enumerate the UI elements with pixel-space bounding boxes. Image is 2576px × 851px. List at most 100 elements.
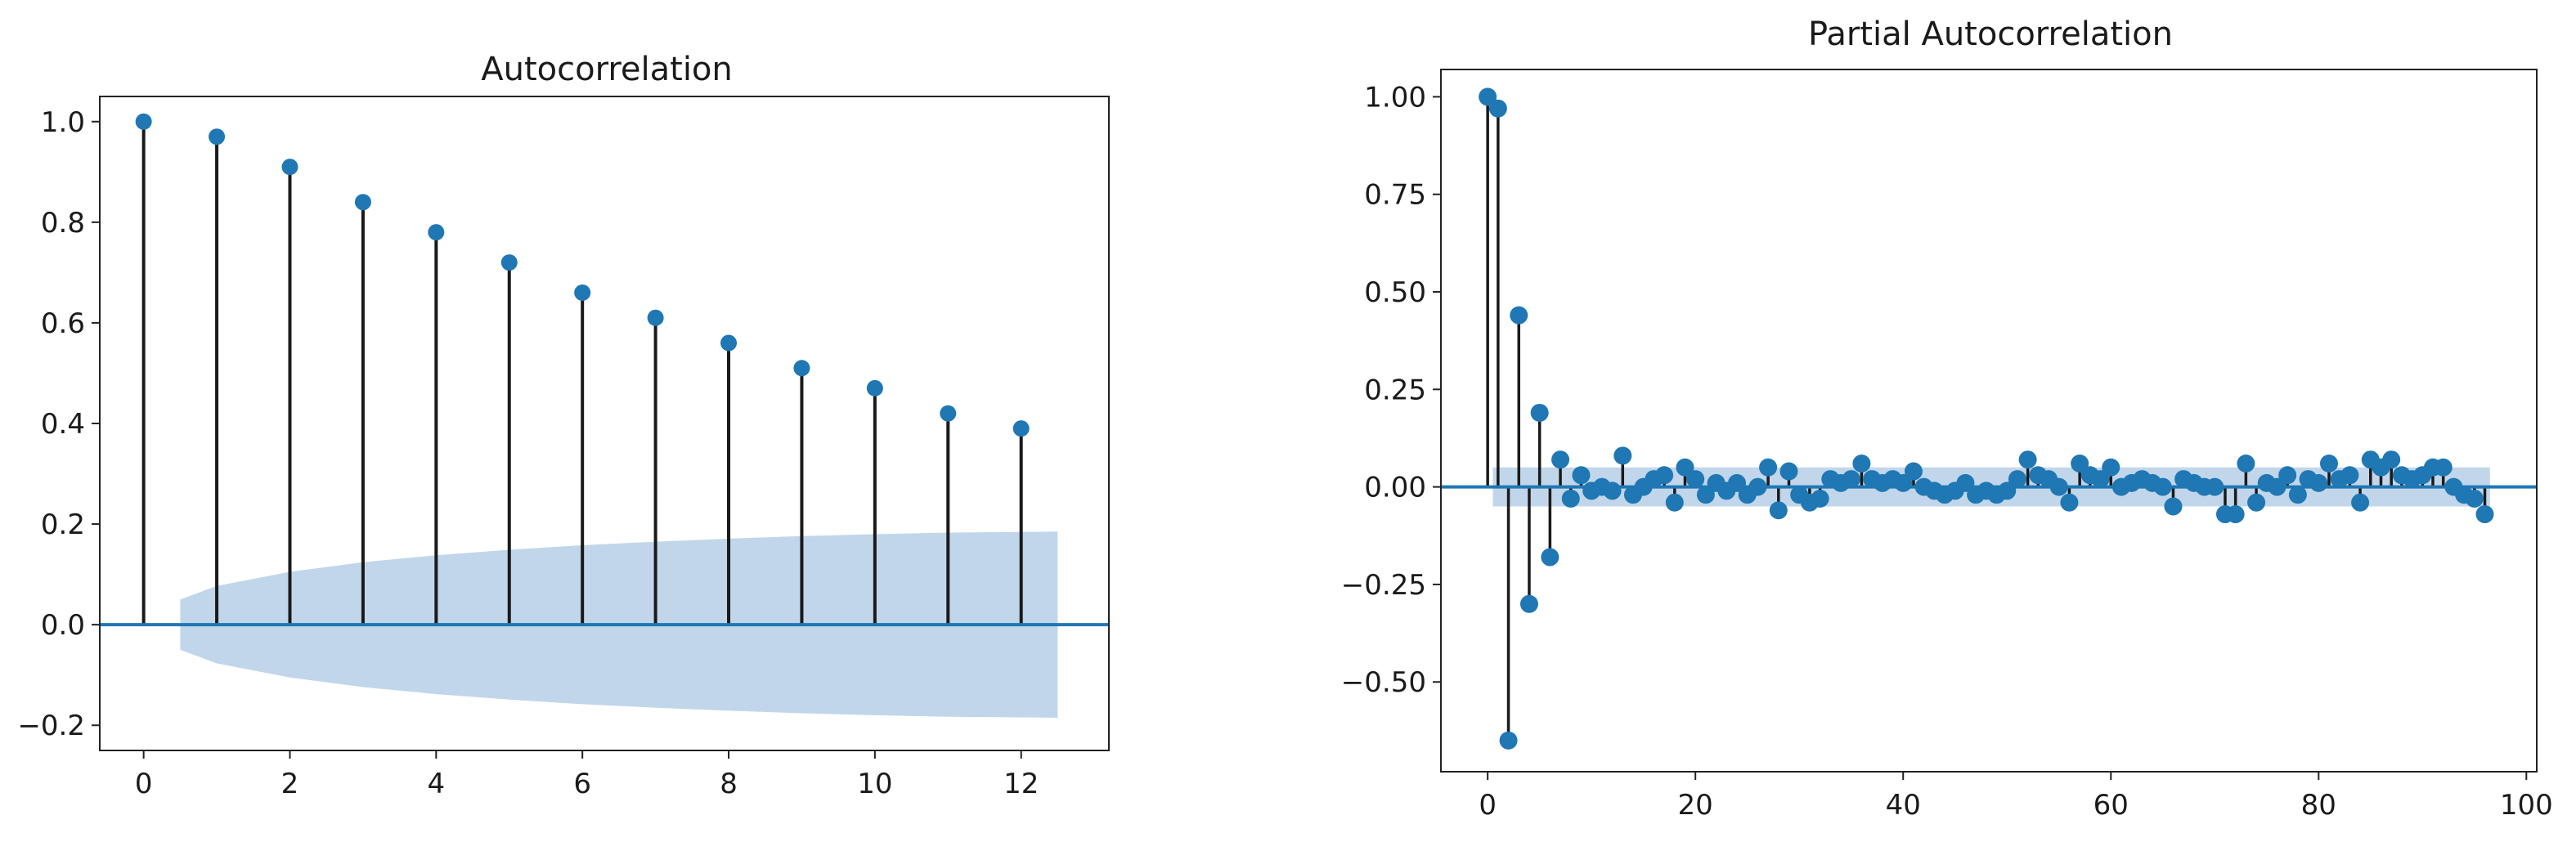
- autocorrelation-point: [793, 360, 810, 377]
- autocorrelation-y-tick-label: 1.0: [41, 106, 85, 139]
- partial-autocorrelation-x-tick-label: 100: [2500, 789, 2553, 822]
- partial-autocorrelation-point: [2060, 493, 2079, 512]
- partial-autocorrelation-point: [1541, 548, 1560, 567]
- autocorrelation-y-tick-label: 0.2: [41, 508, 85, 541]
- partial-autocorrelation-y-tick-label: 0.50: [1364, 276, 1426, 309]
- partial-autocorrelation-point: [1561, 489, 1580, 508]
- partial-autocorrelation-point: [1842, 470, 1860, 489]
- partial-autocorrelation-point: [1665, 493, 1684, 512]
- partial-autocorrelation-point: [1852, 454, 1871, 473]
- partial-autocorrelation-point: [2237, 454, 2255, 473]
- autocorrelation-point: [866, 379, 883, 396]
- autocorrelation-y-tick-label: 0.6: [41, 307, 85, 340]
- partial-autocorrelation-point: [1572, 466, 1591, 485]
- partial-autocorrelation-point: [1551, 450, 1570, 469]
- partial-autocorrelation-point: [1696, 486, 1715, 504]
- partial-autocorrelation-point: [2309, 473, 2328, 492]
- partial-autocorrelation-x-tick-label: 0: [1479, 789, 1497, 822]
- partial-autocorrelation-point: [1956, 473, 1975, 492]
- partial-autocorrelation-point: [2382, 450, 2401, 469]
- autocorrelation-markers-group: [135, 113, 1030, 437]
- autocorrelation-chart: Autocorrelation 0 2 4 6 8 10 12 −0.2 0.0 0.2 0.4 0.…: [17, 51, 1110, 800]
- partial-autocorrelation-point: [1998, 481, 2017, 500]
- partial-autocorrelation-point: [1676, 458, 1694, 477]
- partial-autocorrelation-point: [2475, 505, 2494, 524]
- autocorrelation-x-tick-label: 0: [135, 768, 153, 800]
- autocorrelation-point: [428, 224, 445, 241]
- autocorrelation-x-tick-label: 4: [428, 768, 446, 800]
- partial-autocorrelation-x-tick-label: 80: [2301, 789, 2336, 822]
- partial-autocorrelation-point: [1727, 473, 1746, 492]
- autocorrelation-point: [647, 309, 664, 326]
- partial-autocorrelation-point: [1530, 403, 1549, 422]
- partial-autocorrelation-point: [1613, 446, 1632, 465]
- partial-autocorrelation-point: [1655, 466, 1674, 485]
- autocorrelation-title: Autocorrelation: [481, 51, 733, 88]
- partial-autocorrelation-y-tick-label: −0.25: [1341, 569, 1426, 602]
- partial-autocorrelation-point: [1686, 470, 1705, 489]
- autocorrelation-point: [281, 159, 298, 176]
- autocorrelation-point: [720, 334, 738, 352]
- partial-autocorrelation-x-tick-label: 60: [2094, 789, 2129, 822]
- partial-autocorrelation-chart: Partial Autocorrelation 0 20 40 60 80 100 −0.5…: [1341, 16, 2553, 822]
- partial-autocorrelation-point: [2071, 454, 2089, 473]
- partial-autocorrelation-point: [2008, 470, 2026, 489]
- partial-autocorrelation-point: [1769, 501, 1788, 520]
- autocorrelation-y-tick-label: 0.0: [41, 609, 85, 642]
- partial-autocorrelation-point: [2278, 466, 2297, 485]
- autocorrelation-x-tick-label: 2: [281, 768, 299, 800]
- partial-autocorrelation-point: [1904, 462, 1923, 481]
- autocorrelation-point: [135, 113, 152, 130]
- partial-autocorrelation-point: [1499, 731, 1518, 750]
- partial-autocorrelation-point: [1759, 458, 1778, 477]
- autocorrelation-x-tick-label: 8: [720, 768, 738, 800]
- partial-autocorrelation-point: [2206, 477, 2224, 496]
- partial-autocorrelation-point: [2268, 477, 2287, 496]
- partial-autocorrelation-point: [2153, 477, 2172, 496]
- partial-autocorrelation-point: [2091, 470, 2110, 489]
- autocorrelation-x-tick-label: 6: [573, 768, 591, 800]
- autocorrelation-point: [354, 194, 371, 211]
- partial-autocorrelation-point: [2340, 466, 2359, 485]
- partial-autocorrelation-x-tick-label: 20: [1678, 789, 1713, 822]
- autocorrelation-point: [574, 284, 591, 301]
- autocorrelation-y-tick-label: −0.2: [17, 710, 85, 742]
- partial-autocorrelation-title: Partial Autocorrelation: [1808, 16, 2173, 53]
- autocorrelation-point: [1012, 420, 1030, 437]
- partial-autocorrelation-point: [1488, 99, 1507, 118]
- autocorrelation-x-tick-label: 12: [1003, 768, 1039, 800]
- partial-autocorrelation-stems-group: [1486, 96, 2487, 741]
- partial-autocorrelation-point: [1894, 473, 1913, 492]
- partial-autocorrelation-point: [1519, 594, 1538, 613]
- partial-autocorrelation-point: [1748, 477, 1767, 496]
- partial-autocorrelation-point: [2434, 458, 2453, 477]
- partial-autocorrelation-axes-group: 0 20 40 60 80 100 −0.50 −0.25 0.00 0.25 0.50 0.75 1.…: [1341, 69, 2553, 822]
- partial-autocorrelation-point: [2049, 477, 2068, 496]
- autocorrelation-x-tick-label: 10: [857, 768, 892, 800]
- partial-autocorrelation-point: [2018, 450, 2037, 469]
- partial-autocorrelation-point: [1811, 489, 1829, 508]
- partial-autocorrelation-point: [2288, 486, 2307, 504]
- autocorrelation-stems-group: [141, 121, 1023, 625]
- partial-autocorrelation-point: [2319, 454, 2338, 473]
- autocorrelation-point: [209, 128, 226, 146]
- partial-autocorrelation-point: [1779, 462, 1798, 481]
- partial-autocorrelation-point: [2465, 489, 2484, 508]
- partial-autocorrelation-point: [2102, 458, 2120, 477]
- partial-autocorrelation-point: [2164, 497, 2183, 516]
- partial-autocorrelation-point: [1510, 306, 1528, 325]
- partial-autocorrelation-y-tick-label: 0.75: [1364, 179, 1426, 212]
- autocorrelation-point: [500, 254, 518, 271]
- autocorrelation-y-tick-label: 0.8: [41, 207, 85, 240]
- partial-autocorrelation-y-tick-label: 1.00: [1364, 81, 1426, 114]
- partial-autocorrelation-point: [2351, 493, 2370, 512]
- autocorrelation-y-tick-label: 0.4: [41, 408, 85, 441]
- partial-autocorrelation-x-tick-label: 40: [1886, 789, 1921, 822]
- partial-autocorrelation-point: [1479, 87, 1497, 106]
- autocorrelation-axes-group: 0 2 4 6 8 10 12 −0.2 0.0 0.2 0.4 0.6 0.8 1.0: [17, 96, 1110, 800]
- partial-autocorrelation-y-tick-label: 0.25: [1364, 374, 1426, 406]
- partial-autocorrelation-y-tick-label: −0.50: [1341, 666, 1426, 699]
- partial-autocorrelation-axes-frame: [1440, 69, 2538, 773]
- partial-autocorrelation-point: [2247, 493, 2266, 512]
